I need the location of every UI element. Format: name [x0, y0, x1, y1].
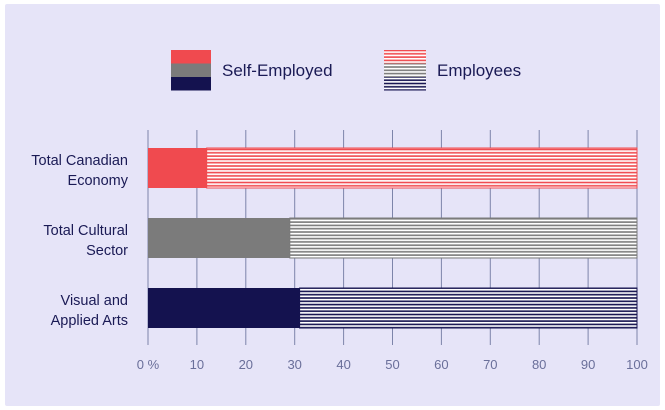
legend-label-employees: Employees [437, 61, 521, 80]
tick-label: 80 [532, 357, 546, 372]
tick-label: 90 [581, 357, 595, 372]
legend-swatch-employees [384, 50, 426, 91]
category-label: Sector [86, 243, 128, 259]
category-labels: Total Canadian Economy Total Cultural Secto… [31, 153, 128, 329]
tick-label: 0 % [137, 357, 160, 372]
tick-label: 60 [434, 357, 448, 372]
bar-employees [289, 217, 638, 259]
chart-frame [5, 4, 660, 406]
bar-self-employed [148, 288, 300, 328]
tick-label: 10 [190, 357, 204, 372]
tick-label: 20 [239, 357, 253, 372]
category-label: Visual and [61, 293, 128, 309]
bar-self-employed [148, 218, 290, 258]
tick-label: 50 [385, 357, 399, 372]
legend-label-self-employed: Self-Employed [222, 61, 333, 80]
tick-label: 30 [287, 357, 301, 372]
category-label: Applied Arts [51, 313, 128, 329]
bar-self-employed [148, 148, 207, 188]
category-label: Total Cultural [43, 223, 128, 239]
bar-employees [299, 287, 638, 329]
tick-label: 70 [483, 357, 497, 372]
tick-label: 100 [626, 357, 648, 372]
x-axis-ticks: 0 % 10 20 30 40 50 60 70 80 90 100 [137, 357, 648, 372]
tick-label: 40 [336, 357, 350, 372]
bar-employees [206, 147, 638, 189]
legend: Self-Employed Employees [171, 50, 521, 91]
category-label: Economy [68, 173, 129, 189]
category-label: Total Canadian [31, 153, 128, 169]
bars [148, 147, 638, 329]
legend-swatch-self-employed [171, 50, 211, 91]
